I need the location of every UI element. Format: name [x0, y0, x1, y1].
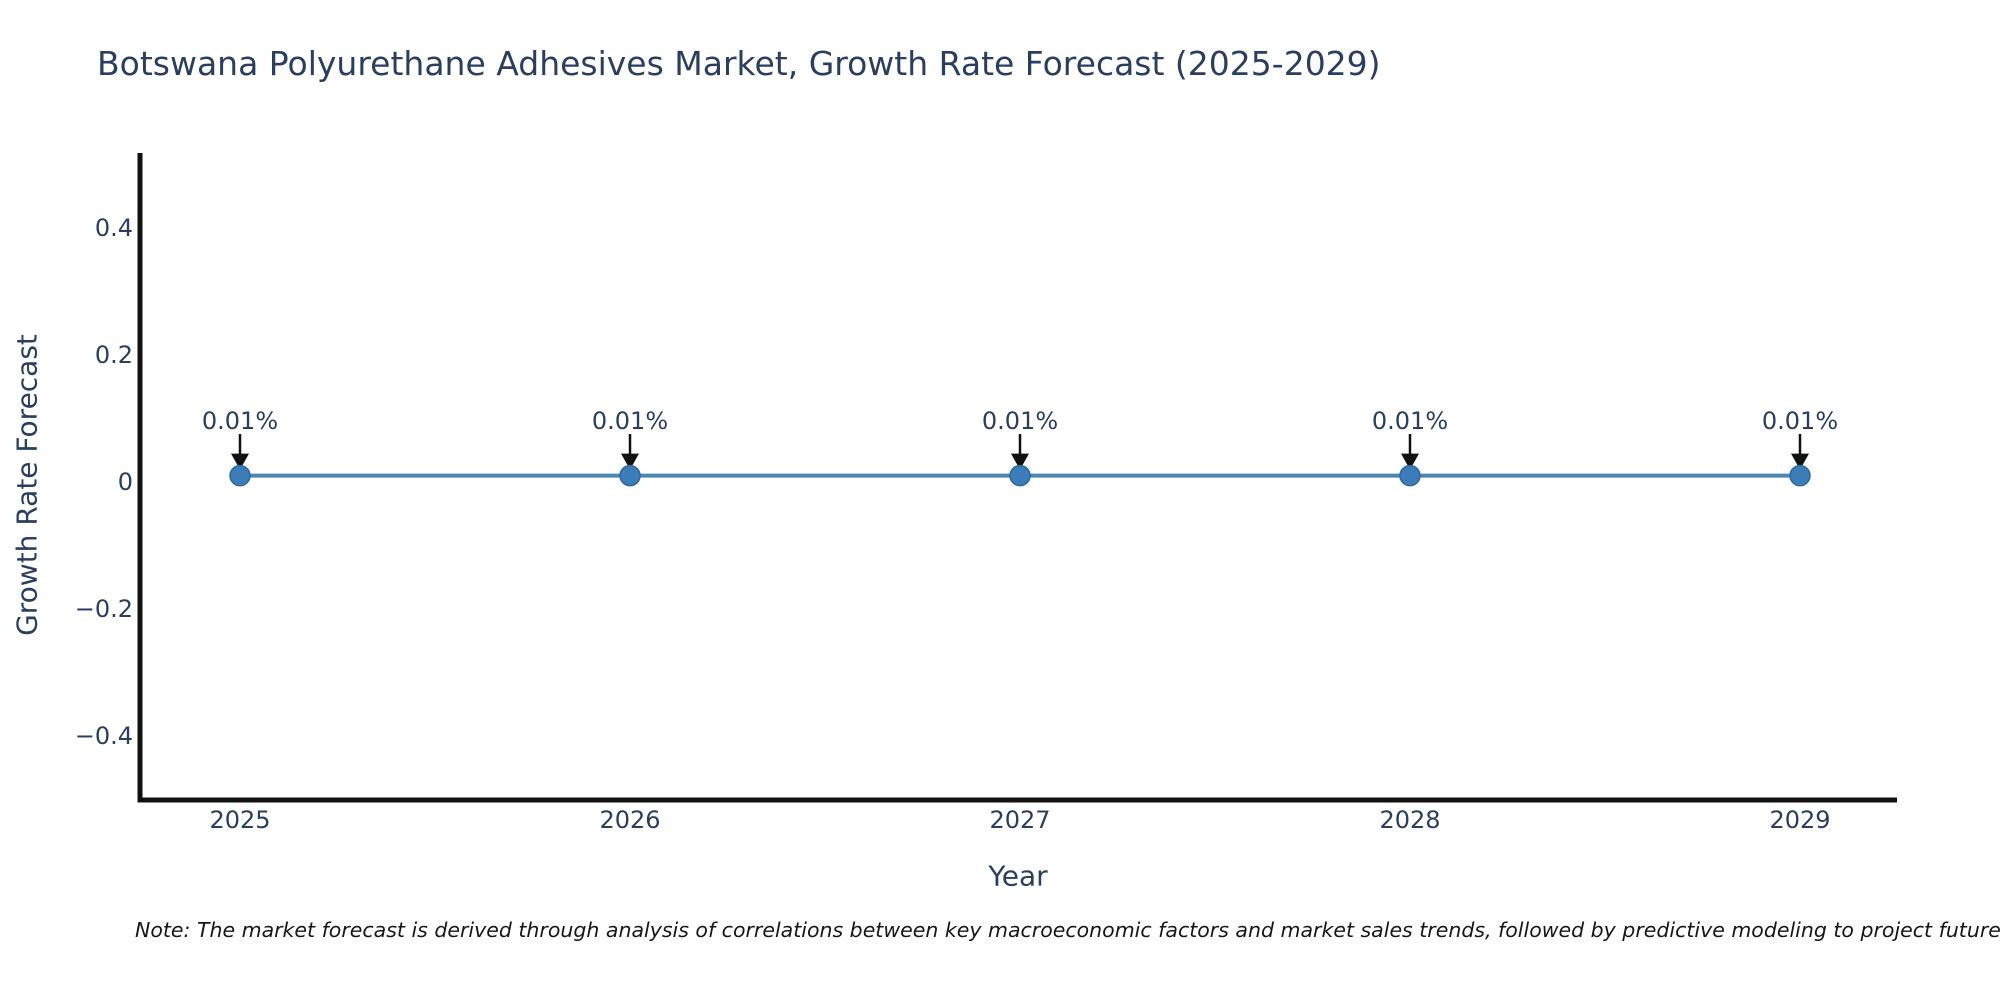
x-tick-label: 2029 [1769, 806, 1831, 834]
data-point-marker [229, 464, 251, 487]
y-tick-label: 0 [117, 468, 133, 496]
annotation-arrowhead [1011, 453, 1029, 470]
data-point-marker [619, 464, 641, 487]
y-tick-label: 0.2 [94, 341, 133, 369]
point-annotation-label: 0.01% [981, 407, 1059, 435]
data-point-marker [1009, 464, 1031, 487]
point-annotation-label: 0.01% [591, 407, 669, 435]
source-note: Note: The market forecast is derived thr… [135, 918, 2000, 942]
annotation-arrowhead [231, 453, 249, 470]
annotation-arrowhead [1401, 453, 1419, 470]
y-axis-title: Growth Rate Forecast [10, 334, 44, 636]
point-annotation-label: 0.01% [1761, 407, 1839, 435]
x-tick-label: 2026 [599, 806, 661, 834]
x-tick-label: 2027 [989, 806, 1051, 834]
y-tick-label: −0.2 [74, 595, 133, 623]
x-axis-title: Year [988, 859, 1048, 893]
data-point-marker [1399, 464, 1421, 487]
point-annotation-label: 0.01% [1371, 407, 1449, 435]
point-annotation-label: 0.01% [201, 407, 279, 435]
x-tick-label: 2028 [1379, 806, 1441, 834]
annotation-arrowhead [1791, 453, 1809, 470]
data-point-marker [1789, 464, 1811, 487]
y-tick-label: 0.4 [94, 214, 133, 242]
x-tick-label: 2025 [209, 806, 271, 834]
chart-title: Botswana Polyurethane Adhesives Market, … [97, 44, 1381, 83]
y-tick-label: −0.4 [74, 722, 133, 750]
annotation-arrowhead [621, 453, 639, 470]
